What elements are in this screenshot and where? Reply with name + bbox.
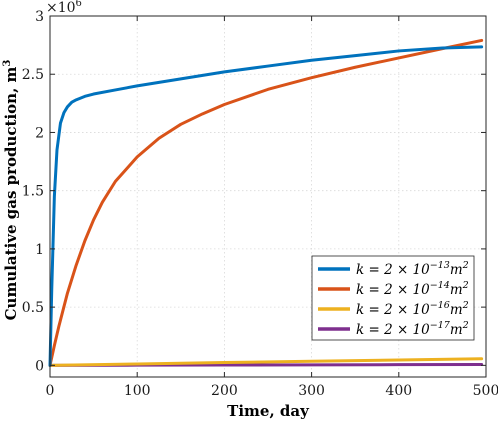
y-tick-label: 3 [35, 9, 44, 25]
x-tick-label: 500 [473, 383, 498, 399]
y-tick-label: 2.5 [22, 67, 44, 83]
legend-entry-k16: k = 2 × 10−16m2 [318, 300, 469, 318]
series-layer [48, 38, 484, 367]
legend-entry-k13: k = 2 × 10−13m2 [318, 260, 469, 278]
y-tick-label: 2 [35, 125, 44, 141]
legend-entry-k14: k = 2 × 10−14m2 [318, 280, 469, 298]
y-axis-multiplier: ×106 [46, 0, 82, 16]
y-tick-label: 0.5 [22, 300, 44, 316]
legend-entry-k17: k = 2 × 10−17m2 [318, 320, 469, 338]
series-line-0 [48, 45, 484, 367]
legend-label-k14: k = 2 × 10−14m2 [356, 280, 469, 298]
legend: k = 2 × 10−13m2 k = 2 × 10−14m2 k = 2 × … [311, 255, 475, 341]
legend-label-k16: k = 2 × 10−16m2 [356, 300, 469, 318]
x-tick-label: 400 [385, 383, 412, 399]
y-axis-label: Cumulative gas production, m3 [2, 60, 20, 321]
y-tick-label: 1.5 [22, 184, 44, 200]
x-tick-label: 300 [298, 383, 325, 399]
tick-layer: 0 100 200 300 400 500 0 0.5 1 1.5 2 2.5 3 [22, 9, 498, 399]
series-line-2 [48, 357, 484, 367]
x-tick-label: 100 [124, 383, 151, 399]
x-axis-label: Time, day [227, 402, 310, 420]
x-tick-label: 200 [211, 383, 238, 399]
y-tick-label: 0 [35, 358, 44, 374]
plot-frame [49, 15, 487, 378]
legend-label-k13: k = 2 × 10−13m2 [356, 260, 469, 278]
legend-label-k17: k = 2 × 10−17m2 [356, 320, 469, 338]
y-tick-label: 1 [35, 242, 44, 258]
series-line-1 [48, 38, 484, 367]
x-tick-label: 0 [46, 383, 55, 399]
